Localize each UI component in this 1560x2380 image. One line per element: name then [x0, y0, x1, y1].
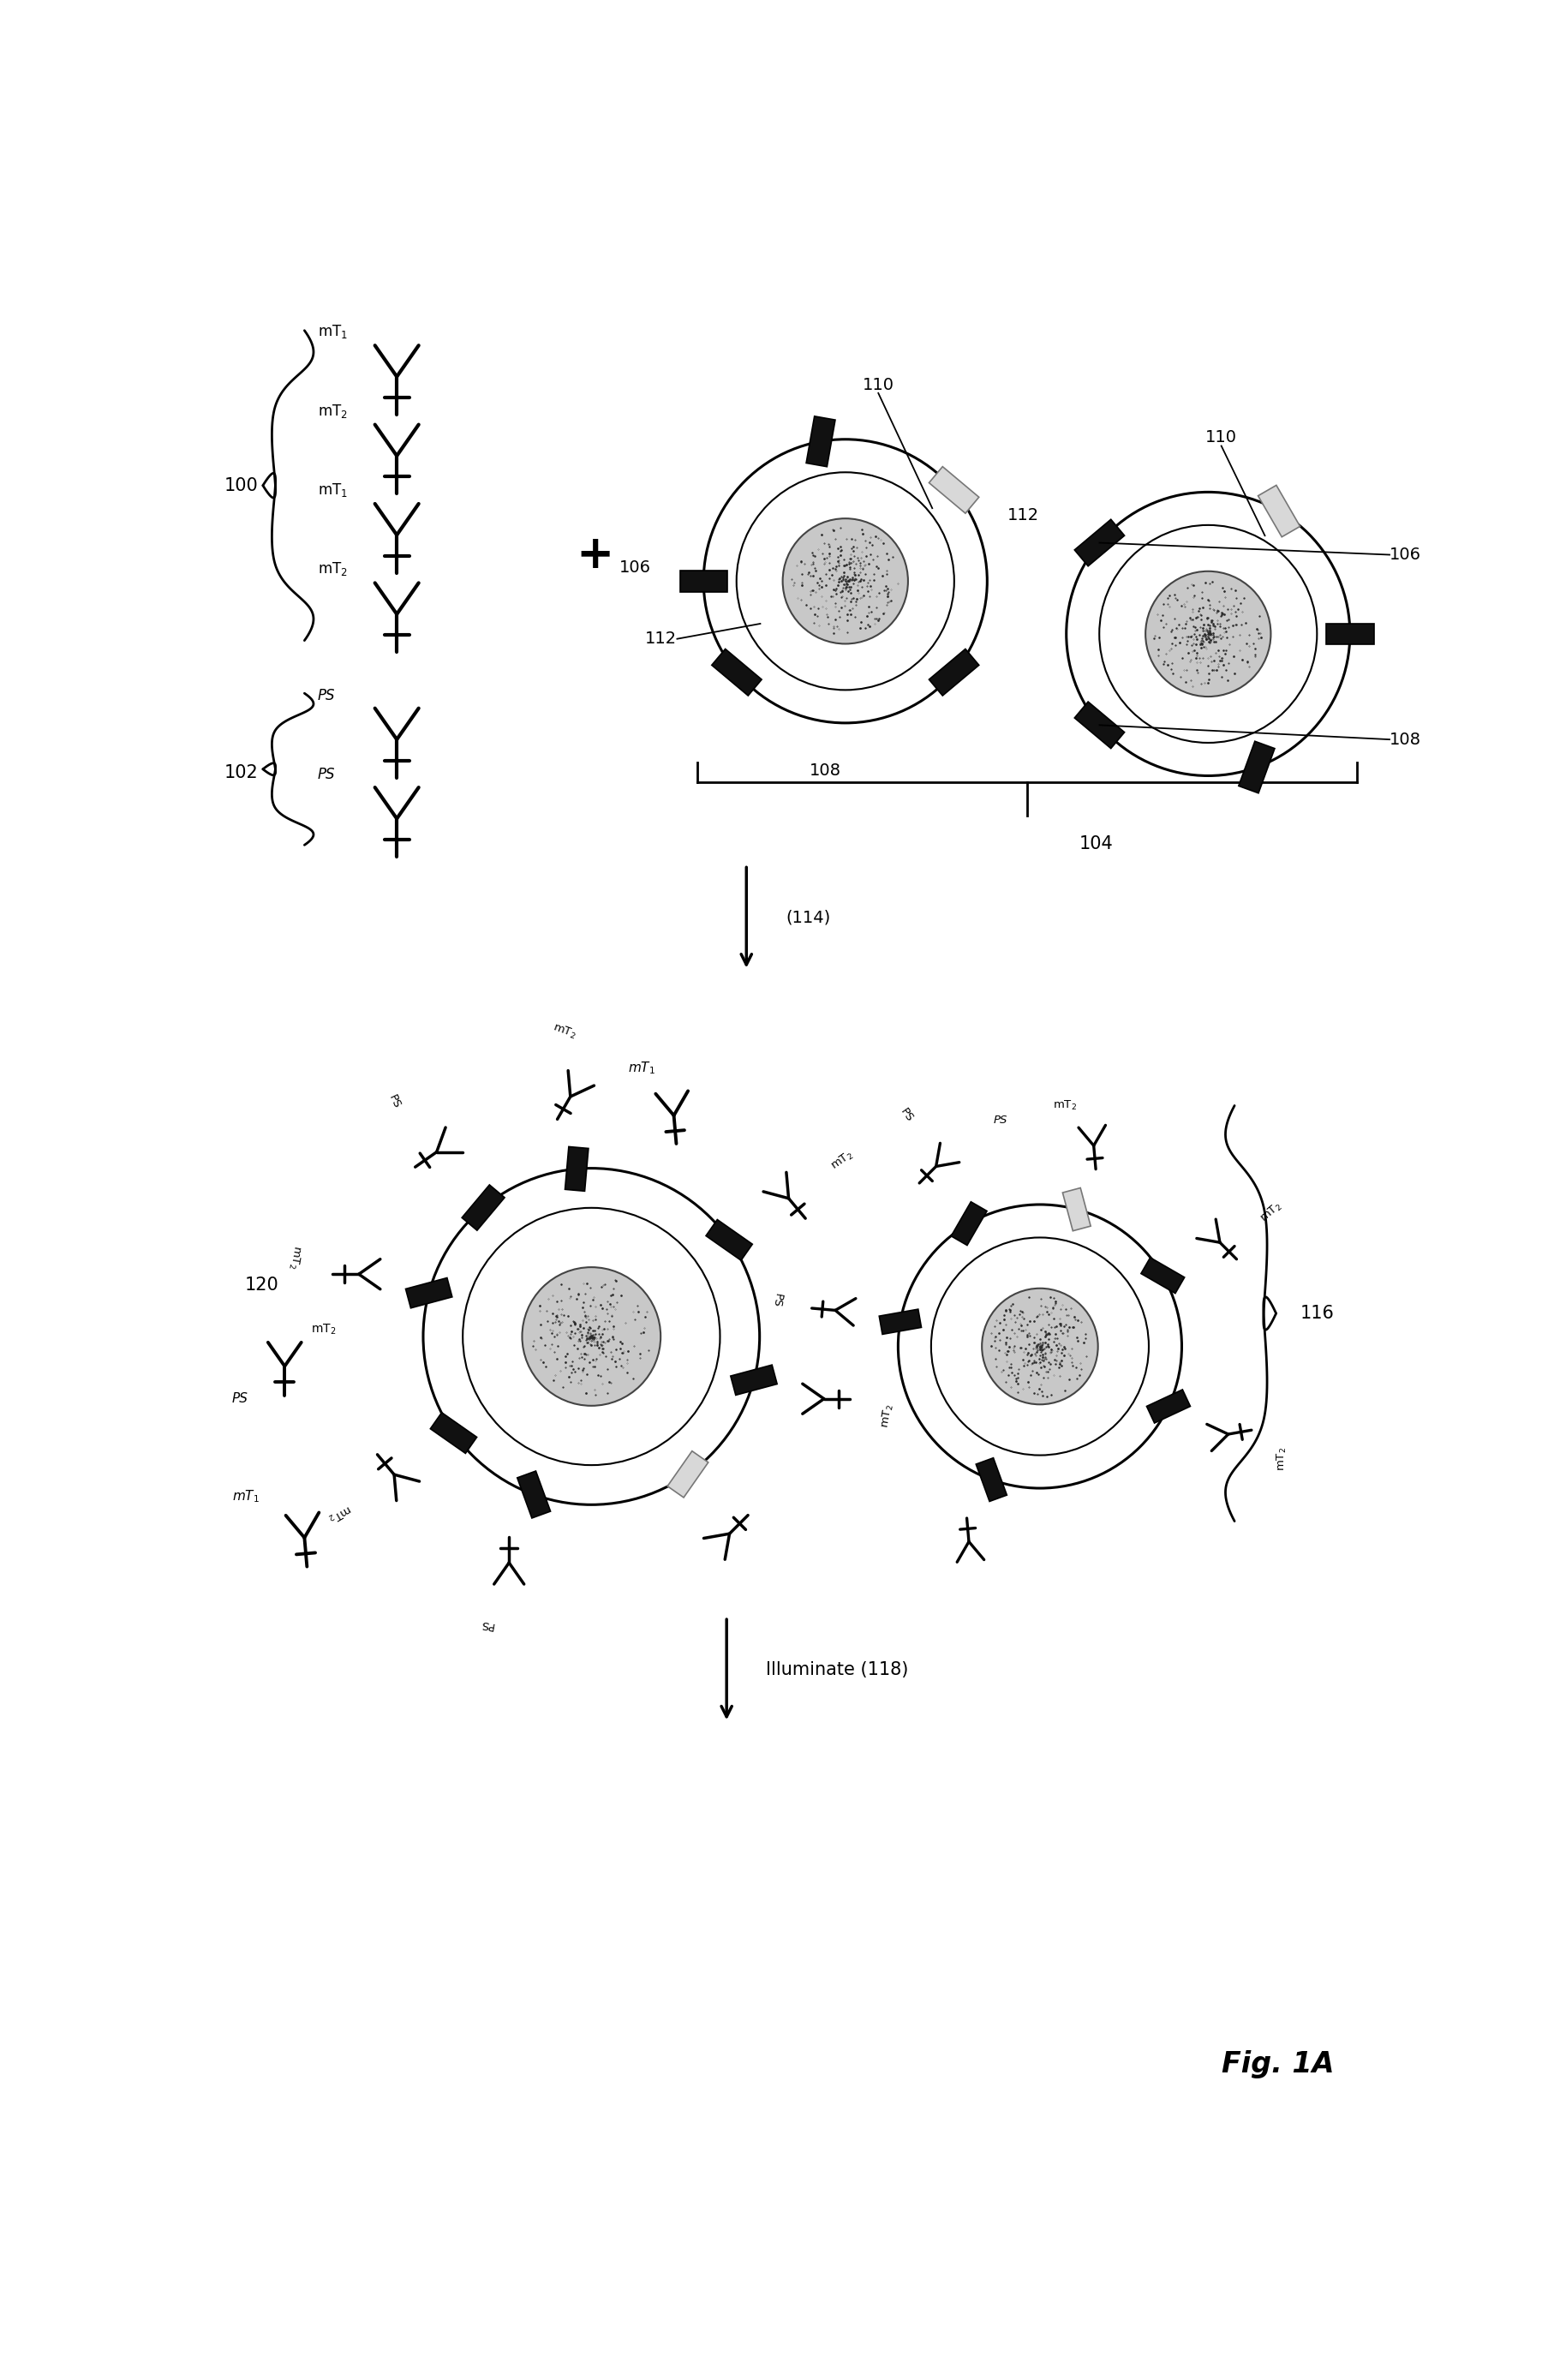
Bar: [1062, 1188, 1090, 1230]
Bar: [518, 1471, 551, 1518]
Text: PS: PS: [387, 1092, 402, 1109]
Bar: [431, 1414, 477, 1454]
Text: 116: 116: [1301, 1304, 1335, 1321]
Bar: [1075, 519, 1125, 566]
Text: Fig. 1A: Fig. 1A: [1221, 2049, 1334, 2078]
Bar: [565, 1147, 588, 1190]
Text: mT$_2$: mT$_2$: [828, 1147, 856, 1173]
Text: PS: PS: [994, 1114, 1008, 1126]
Text: 108: 108: [810, 762, 841, 778]
Text: mT$_2$: mT$_2$: [1276, 1447, 1289, 1471]
Text: +: +: [576, 533, 613, 576]
Text: 110: 110: [1206, 431, 1237, 445]
Text: 120: 120: [245, 1276, 279, 1295]
Text: mT$_2$: mT$_2$: [310, 1323, 337, 1338]
Bar: [406, 1278, 452, 1309]
Circle shape: [783, 519, 908, 645]
Bar: [462, 1185, 504, 1230]
Text: PS: PS: [771, 1292, 783, 1309]
Text: PS: PS: [479, 1618, 495, 1630]
Bar: [711, 650, 761, 695]
Bar: [668, 1452, 708, 1497]
Text: mT$_1$: mT$_1$: [627, 1059, 655, 1076]
Bar: [977, 1459, 1006, 1502]
Bar: [880, 1309, 922, 1335]
Text: mT$_2$: mT$_2$: [326, 1502, 354, 1523]
Bar: [930, 650, 980, 695]
Text: mT$_2$: mT$_2$: [318, 562, 348, 578]
Bar: [1326, 624, 1374, 645]
Text: (114): (114): [786, 909, 831, 926]
Bar: [1140, 1257, 1184, 1292]
Text: 106: 106: [1390, 547, 1421, 564]
Text: Illuminate (118): Illuminate (118): [766, 1661, 909, 1678]
Text: mT$_2$: mT$_2$: [318, 402, 348, 419]
Bar: [952, 1202, 987, 1245]
Circle shape: [523, 1266, 660, 1407]
Text: 104: 104: [1080, 835, 1114, 852]
Text: PS: PS: [232, 1392, 248, 1407]
Text: 108: 108: [1390, 731, 1421, 747]
Bar: [1257, 486, 1299, 538]
Text: mT$_1$: mT$_1$: [318, 481, 348, 500]
Bar: [730, 1364, 777, 1395]
Text: mT$_2$: mT$_2$: [287, 1245, 304, 1271]
Text: mT$_1$: mT$_1$: [232, 1488, 259, 1504]
Text: PS: PS: [318, 766, 335, 783]
Circle shape: [1145, 571, 1271, 697]
Text: 112: 112: [1006, 507, 1039, 524]
Text: mT$_1$: mT$_1$: [318, 324, 348, 340]
Bar: [930, 466, 980, 514]
Bar: [1075, 702, 1125, 747]
Bar: [680, 571, 727, 593]
Bar: [1147, 1390, 1190, 1423]
Text: mT$_2$: mT$_2$: [880, 1402, 895, 1428]
Text: 106: 106: [619, 559, 651, 576]
Text: mT$_2$: mT$_2$: [1257, 1200, 1284, 1226]
Text: 112: 112: [646, 631, 677, 647]
Text: mT$_2$: mT$_2$: [551, 1021, 579, 1040]
Text: 100: 100: [225, 476, 259, 495]
Text: 102: 102: [225, 764, 259, 781]
Bar: [1239, 740, 1275, 793]
Text: PS: PS: [897, 1107, 916, 1123]
Text: mT$_2$: mT$_2$: [1053, 1100, 1076, 1111]
Circle shape: [981, 1288, 1098, 1404]
Text: 110: 110: [863, 376, 894, 393]
Bar: [707, 1219, 752, 1261]
Text: PS: PS: [318, 688, 335, 702]
Bar: [807, 416, 835, 466]
